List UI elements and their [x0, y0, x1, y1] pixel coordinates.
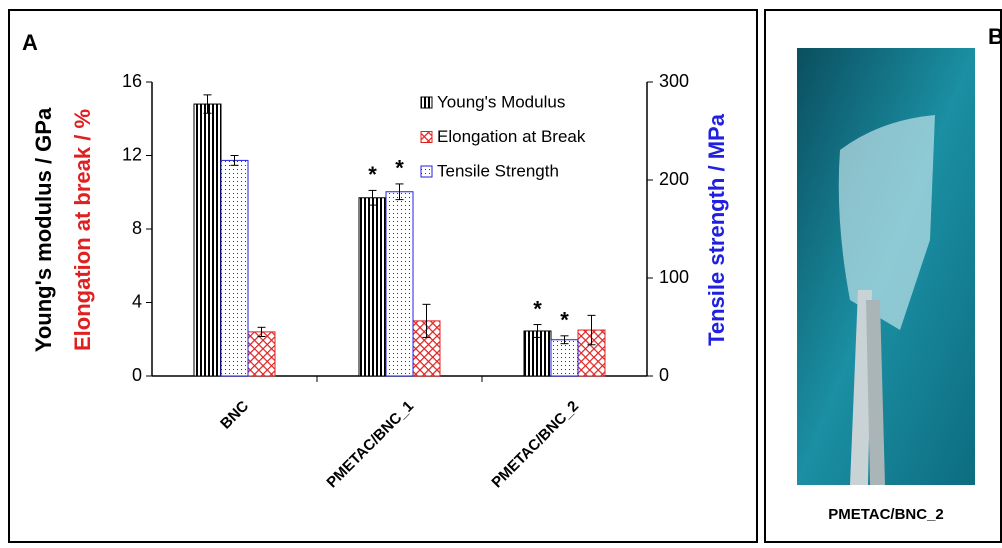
x-tick-label: BNC — [217, 397, 252, 432]
y2-tick-label: 100 — [659, 267, 689, 287]
x-tick-label: PMETAC/BNC_2 — [488, 398, 582, 492]
panel-label: B — [988, 24, 1002, 49]
y2-tick-label: 0 — [659, 365, 669, 385]
y2-tick-label: 300 — [659, 71, 689, 91]
significance-marker: * — [395, 156, 404, 181]
bar — [220, 159, 249, 377]
error-bar — [560, 335, 569, 345]
panel-frame — [764, 9, 1002, 543]
y-axis-label: Young's modulus / GPa — [31, 107, 56, 352]
error-bar — [533, 324, 542, 338]
bar — [193, 103, 222, 377]
bar — [358, 197, 387, 377]
y-axis-label: Elongation at break / % — [70, 109, 95, 351]
error-bar — [368, 189, 377, 206]
error-bar — [203, 94, 212, 114]
legend-label: Tensile Strength — [437, 161, 559, 180]
x-tick-label: PMETAC/BNC_1 — [323, 398, 417, 492]
significance-marker: * — [560, 308, 569, 333]
y-tick-label: 16 — [122, 71, 142, 91]
photo-caption: PMETAC/BNC_2 — [828, 506, 944, 523]
y-tick-label: 4 — [132, 291, 142, 311]
y-tick-label: 12 — [122, 144, 142, 164]
error-bar — [587, 314, 596, 346]
significance-marker: * — [533, 296, 542, 321]
legend-label: Elongation at Break — [437, 127, 586, 146]
bar — [247, 331, 276, 377]
legend-swatch — [420, 131, 433, 143]
y-tick-label: 8 — [132, 218, 142, 238]
bar — [385, 191, 414, 377]
y2-axis-label: Tensile strength / MPa — [704, 113, 729, 346]
error-bar — [257, 326, 266, 337]
panel-frame — [8, 9, 758, 543]
photo — [797, 48, 975, 485]
legend-label: Young's Modulus — [437, 92, 565, 111]
legend-swatch — [420, 96, 433, 109]
error-bar — [395, 183, 404, 201]
legend-swatch — [420, 165, 433, 178]
error-bar — [422, 303, 431, 338]
significance-marker: * — [368, 162, 377, 187]
y2-tick-label: 200 — [659, 169, 689, 189]
bar — [550, 339, 579, 377]
error-bar — [230, 155, 239, 166]
panel-label: A — [22, 30, 38, 55]
y-tick-label: 0 — [132, 365, 142, 385]
